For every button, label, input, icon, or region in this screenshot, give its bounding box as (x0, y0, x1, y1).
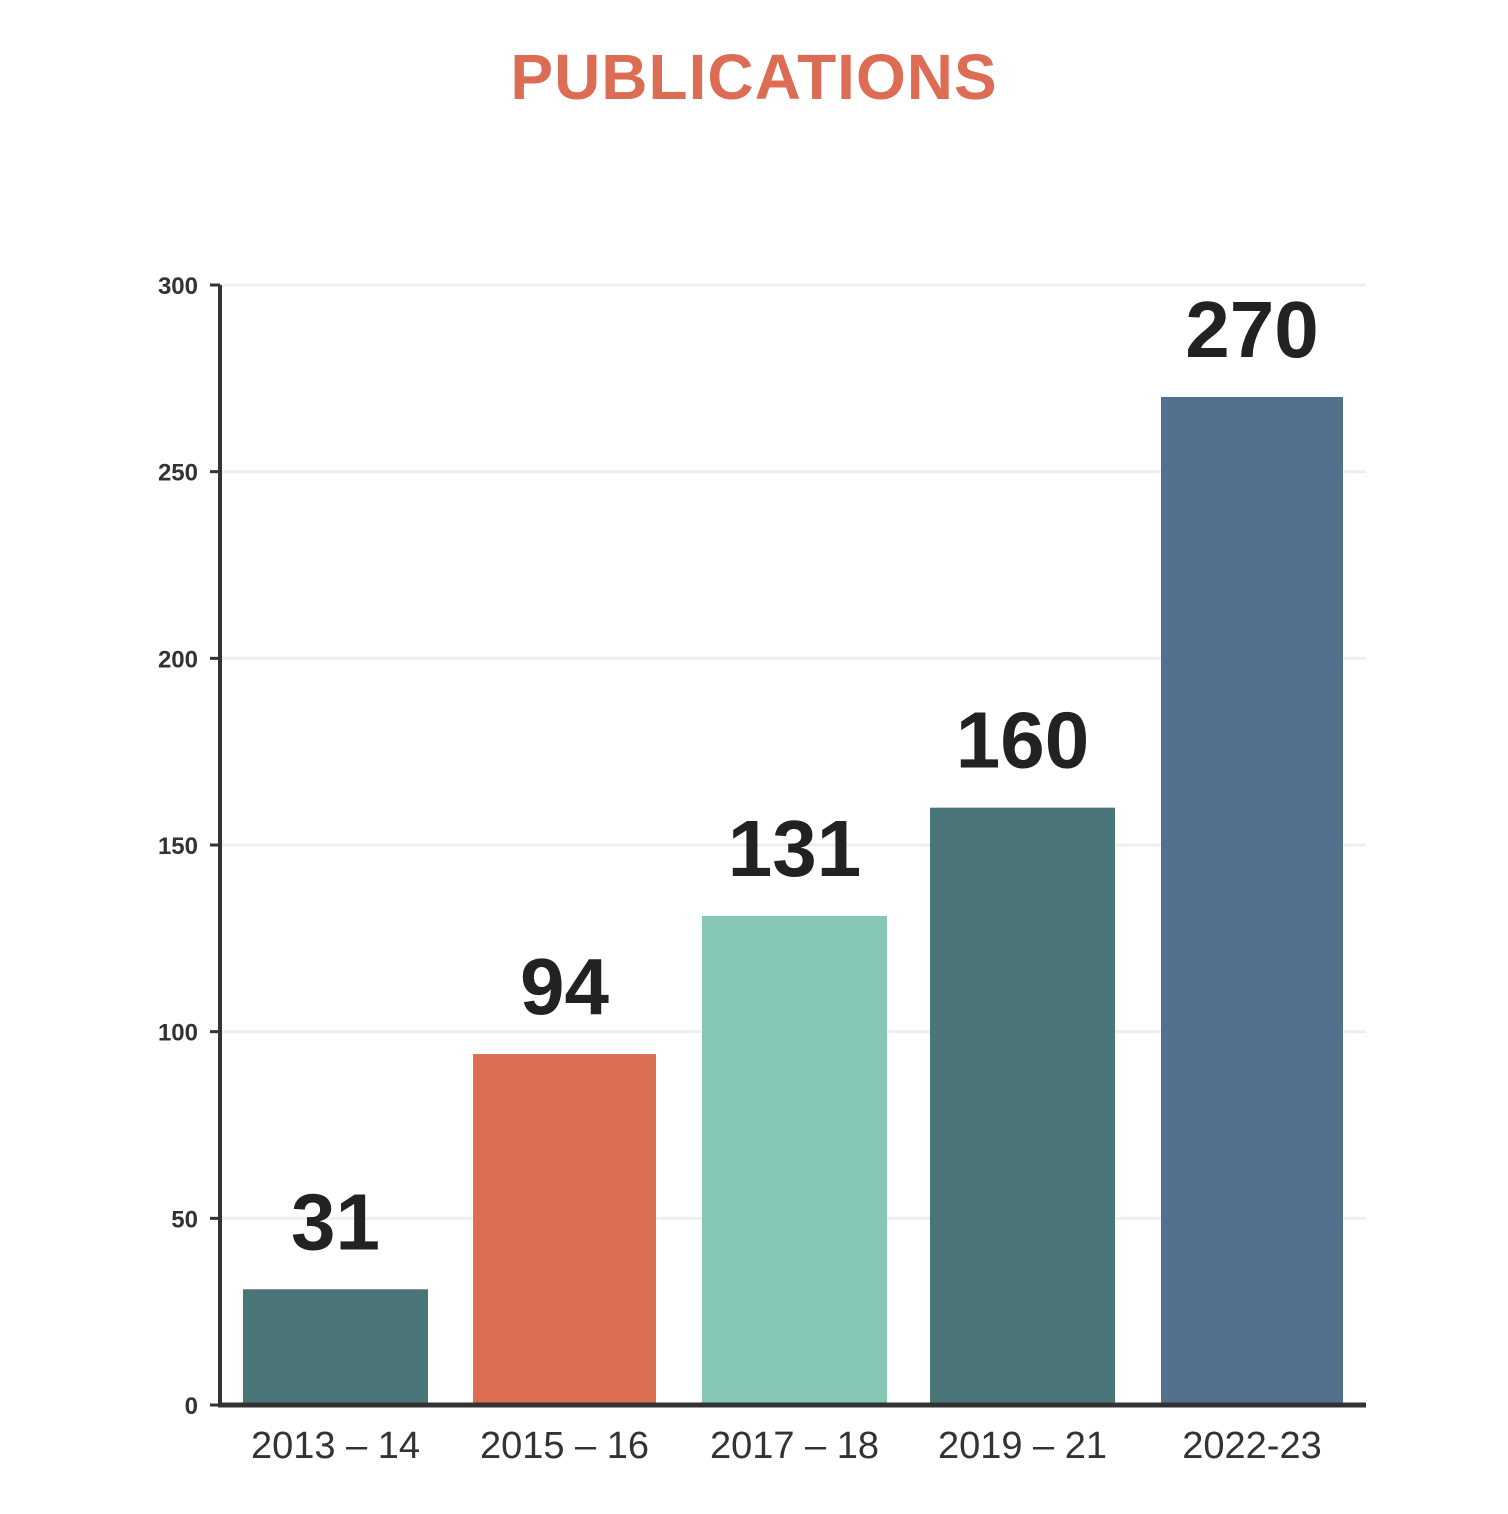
x-tick-label: 2019 – 21 (938, 1425, 1107, 1467)
data-label: 94 (520, 942, 609, 1031)
labels: 0 50 100 150 200 250 300 31 2013 – 14 94 2015 – 16… (158, 273, 1322, 1467)
x-tick-label: 2013 – 14 (251, 1425, 420, 1467)
data-label: 31 (291, 1177, 380, 1266)
bars (243, 397, 1343, 1405)
axes (210, 283, 1366, 1408)
y-tick-label: 250 (158, 460, 198, 487)
x-tick-label: 2022-23 (1182, 1425, 1321, 1467)
y-tick-label: 0 (185, 1393, 198, 1420)
x-tick-label: 2015 – 16 (480, 1425, 649, 1467)
data-label: 131 (728, 804, 861, 893)
y-tick-label: 150 (158, 833, 198, 860)
y-tick-label: 50 (171, 1206, 198, 1233)
x-tick-label: 2017 – 18 (710, 1425, 879, 1467)
data-label: 160 (956, 696, 1089, 785)
y-tick-label: 100 (158, 1020, 198, 1047)
bar (243, 1289, 428, 1405)
bar (473, 1054, 656, 1405)
data-label: 270 (1185, 285, 1318, 374)
chart-title: PUBLICATIONS (510, 41, 998, 113)
bar (930, 807, 1115, 1405)
y-tick-label: 300 (158, 273, 198, 300)
bar (1161, 397, 1343, 1405)
y-tick-label: 200 (158, 646, 198, 673)
bar (702, 915, 887, 1405)
